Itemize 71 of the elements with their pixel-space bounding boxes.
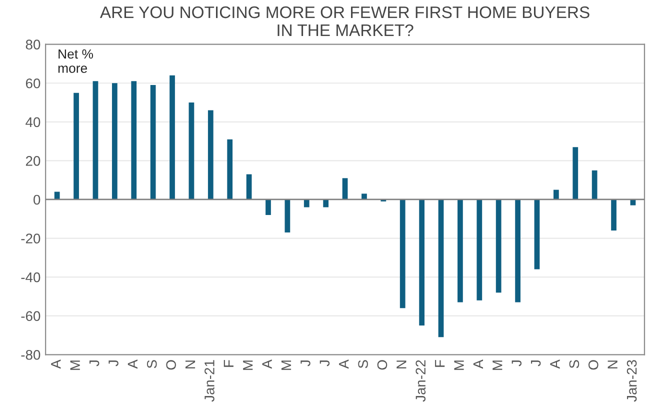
- bar: [496, 199, 502, 293]
- x-tick-label: A: [473, 360, 483, 369]
- bar: [362, 194, 367, 200]
- bar: [266, 199, 271, 215]
- x-tick-label: N: [608, 360, 618, 368]
- bar: [572, 147, 578, 200]
- x-tick-label: J: [300, 360, 310, 366]
- y-tick-label: -20: [21, 234, 40, 244]
- x-tick-label: A: [51, 360, 61, 369]
- x-tick-label: N: [396, 360, 406, 368]
- x-tick-label: M: [70, 360, 80, 370]
- y-tick-label: 60: [26, 78, 40, 88]
- bar: [323, 199, 329, 208]
- annotation: Net % more: [58, 49, 94, 73]
- bar: [54, 192, 60, 200]
- x-tick-label: Jan-22: [416, 360, 426, 402]
- x-tick-label: A: [339, 360, 349, 369]
- bar: [515, 199, 520, 302]
- bar: [554, 190, 559, 200]
- bar: [476, 199, 482, 300]
- bar: [188, 102, 194, 200]
- bar: [534, 199, 540, 270]
- y-tick-label: 40: [26, 117, 40, 128]
- x-tick-label: F: [435, 360, 445, 367]
- x-tick-label: S: [146, 360, 157, 368]
- x-tick-label: Jan-23: [626, 360, 637, 402]
- x-tick-label: J: [90, 360, 100, 366]
- x-tick-label: M: [454, 360, 464, 370]
- x-tick-label: Jan-21: [204, 360, 214, 402]
- bar: [342, 178, 348, 200]
- x-tick-label: J: [320, 360, 330, 366]
- y-tick-label: 0: [34, 194, 40, 205]
- bar: [304, 199, 310, 208]
- bar: [400, 199, 406, 308]
- bar: [458, 199, 463, 302]
- bar: [611, 199, 616, 231]
- x-tick-label: J: [512, 360, 522, 366]
- bar: [592, 170, 598, 200]
- bar: [284, 199, 290, 232]
- x-tick-label: M: [243, 360, 253, 370]
- x-tick-label: M: [281, 360, 292, 370]
- bar: [112, 83, 118, 200]
- x-tick-label: O: [166, 360, 176, 370]
- x-tick-label: J: [531, 360, 541, 366]
- y-tick-label: 80: [26, 40, 40, 50]
- bar: [74, 92, 79, 200]
- x-tick-label: A: [128, 360, 138, 369]
- y-tick-label: -80: [21, 350, 40, 360]
- chart-title: ARE YOU NOTICING MORE OR FEWER FIRST HOME BUYERS IN THE MARKET?: [100, 6, 590, 36]
- bar: [438, 199, 444, 338]
- bar: [419, 199, 424, 326]
- bar: [208, 110, 214, 200]
- x-tick-label: O: [588, 360, 598, 370]
- x-tick-label: N: [185, 360, 196, 368]
- bar: [131, 81, 137, 200]
- x-tick-label: J: [108, 360, 118, 366]
- x-tick-label: F: [224, 360, 234, 367]
- y-tick-label: -60: [21, 311, 40, 322]
- x-tick-label: S: [358, 360, 368, 368]
- bar: [170, 75, 175, 200]
- bar: [227, 139, 233, 200]
- bar: [92, 81, 98, 200]
- bar: [246, 174, 252, 200]
- x-tick-label: A: [262, 360, 272, 369]
- x-tick-label: S: [569, 360, 580, 368]
- y-tick-label: -40: [21, 272, 40, 282]
- x-tick-label: A: [550, 360, 560, 369]
- y-tick-label: 20: [26, 156, 40, 166]
- x-tick-label: M: [492, 360, 502, 370]
- bar: [150, 85, 156, 200]
- x-tick-label: O: [377, 360, 388, 370]
